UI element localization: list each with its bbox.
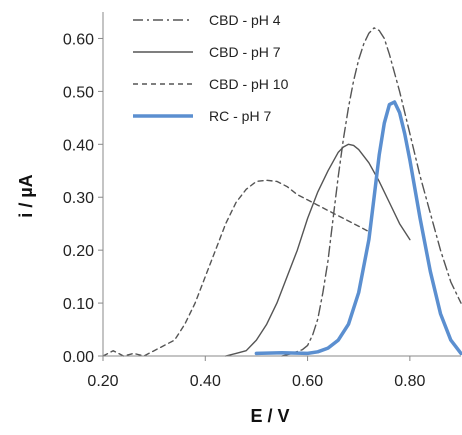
y-ticks: 0.00 0.10 0.20 0.30 0.40 0.50 0.60 — [63, 31, 103, 366]
x-tick-label: 0.40 — [190, 373, 221, 390]
y-tick-label: 0.40 — [63, 137, 94, 154]
legend-label: CBD - pH 4 — [209, 12, 281, 28]
x-tick-label: 0.20 — [87, 373, 118, 390]
plot-area — [102, 27, 462, 357]
series-line-4 — [254, 100, 462, 356]
y-axis-label: i / µA — [16, 174, 36, 217]
y-tick-label: 0.10 — [63, 296, 94, 313]
y-tick-label: 0.00 — [63, 349, 94, 366]
legend: CBD - pH 4 CBD - pH 7 CBD - pH 10 RC - pH 7 — [133, 12, 289, 124]
x-tick-label: 0.60 — [292, 373, 323, 390]
y-tick-label: 0.50 — [63, 84, 94, 101]
legend-label: CBD - pH 10 — [209, 76, 289, 92]
y-tick-label: 0.20 — [63, 243, 94, 260]
x-tick-label: 0.80 — [394, 373, 425, 390]
legend-label: CBD - pH 7 — [209, 44, 281, 60]
series-line-1 — [281, 27, 462, 357]
y-tick-label: 0.30 — [63, 190, 94, 207]
y-tick-label: 0.60 — [63, 31, 94, 48]
x-axis-label: E / V — [250, 406, 289, 426]
series-line-3 — [102, 179, 370, 357]
x-ticks: 0.20 0.40 0.60 0.80 — [87, 356, 426, 390]
series-line-2 — [224, 143, 411, 357]
legend-label: RC - pH 7 — [209, 108, 271, 124]
